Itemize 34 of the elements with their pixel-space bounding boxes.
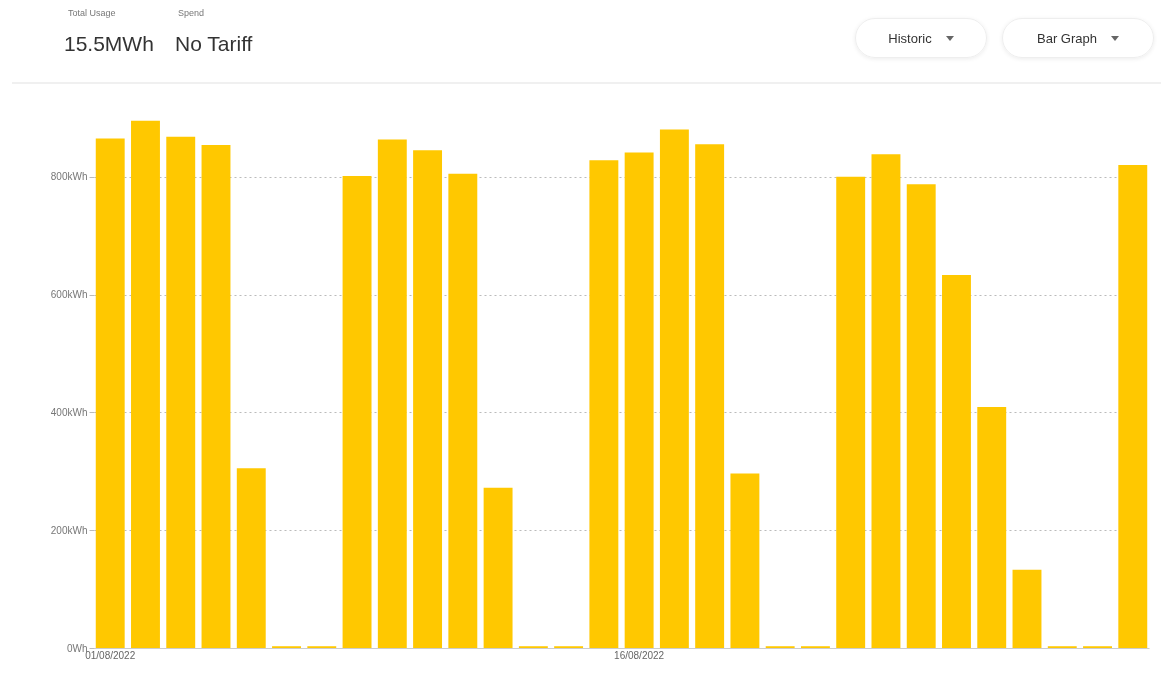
text: Historic [888, 30, 932, 46]
bar [1118, 164, 1148, 648]
x-tick-label: 16/08/2022 [614, 649, 665, 661]
y-tick-label: 800kWh [50, 171, 88, 183]
bar [836, 176, 866, 648]
text: No Tariff [175, 32, 253, 56]
y-tick-label: 200kWh [50, 524, 88, 536]
x-tick-label: 01/08/2022 [85, 649, 136, 661]
bar [871, 154, 901, 648]
bar [95, 138, 125, 648]
bar [448, 173, 478, 648]
bar [201, 144, 231, 648]
text: Total Usage [68, 8, 116, 18]
bar [589, 160, 619, 648]
bar [483, 487, 513, 648]
bar [906, 184, 936, 648]
bar [131, 120, 160, 648]
bar [659, 129, 689, 648]
bar [377, 139, 407, 648]
bar [942, 275, 971, 648]
bar [730, 473, 760, 648]
bar [236, 468, 266, 648]
bar [413, 150, 443, 648]
y-tick-label: 400kWh [50, 406, 88, 418]
bar [695, 144, 725, 648]
bar [342, 176, 372, 648]
bar [977, 407, 1007, 648]
bar [166, 136, 196, 648]
text: Spend [178, 8, 205, 18]
text: Bar Graph [1037, 30, 1097, 46]
bar [624, 152, 654, 648]
bar [1012, 569, 1042, 648]
y-tick-label: 600kWh [50, 289, 88, 301]
text: 15.5MWh [64, 32, 154, 56]
